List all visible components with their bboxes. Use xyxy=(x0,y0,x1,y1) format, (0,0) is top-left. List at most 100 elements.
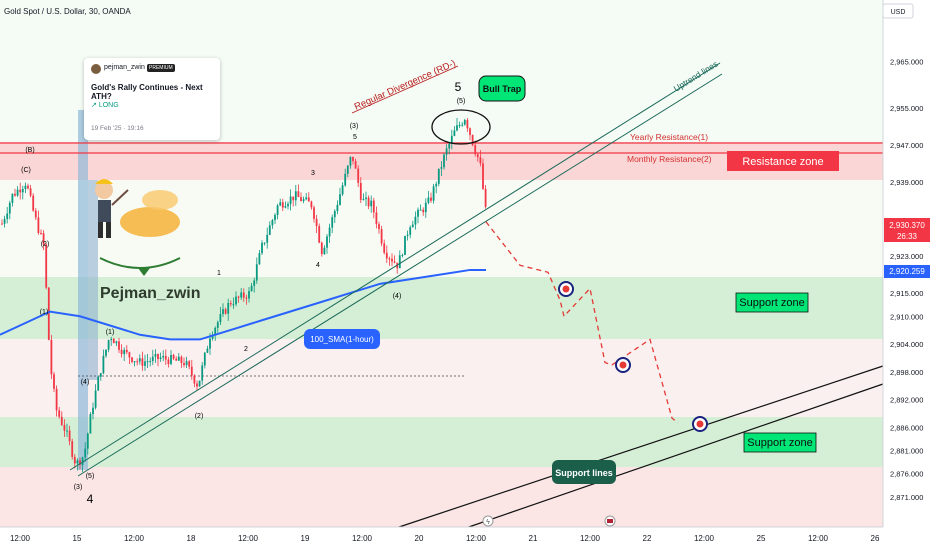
x-tick-label: 12:00 xyxy=(694,534,715,543)
y-tick-label: 2,955.000 xyxy=(890,104,923,113)
trend-lines xyxy=(69,62,884,531)
wave-label: 5 xyxy=(455,80,462,94)
y-tick-label: 2,923.000 xyxy=(890,252,923,261)
x-tick-label: 19 xyxy=(301,534,310,543)
uptrend-line-1 xyxy=(69,62,721,471)
candle-body xyxy=(240,292,243,298)
candle-body xyxy=(281,202,284,208)
y-tick-label: 2,892.000 xyxy=(890,396,923,405)
candle-body xyxy=(479,157,482,164)
candle-body xyxy=(97,376,100,391)
candle-body xyxy=(131,357,133,362)
candle-body xyxy=(190,366,193,376)
idea-author: pejman_zwin xyxy=(104,64,145,71)
y-tick-label: 2,886.000 xyxy=(890,423,923,432)
candle-body xyxy=(47,287,50,340)
avatar xyxy=(91,64,101,74)
candle-body xyxy=(440,167,443,169)
wave-label: 2 xyxy=(244,346,248,353)
candle-body xyxy=(476,154,479,158)
divergence-line xyxy=(351,65,459,114)
candle-body xyxy=(362,199,365,201)
x-tick-label: 12:00 xyxy=(808,534,829,543)
candle-body xyxy=(401,254,404,256)
candle-body xyxy=(79,460,81,465)
candle-body xyxy=(206,348,209,353)
candle-body xyxy=(151,356,154,362)
candle-body xyxy=(380,229,383,244)
wave-label: (5) xyxy=(457,98,466,105)
candle-body xyxy=(414,216,417,225)
candle-body xyxy=(263,242,266,244)
price-axis[interactable]: 2,965.000 2,955.000 2,947.000 2,939.000 2,92… xyxy=(882,0,932,550)
candle-body xyxy=(406,234,409,236)
x-tick-label: 18 xyxy=(187,534,196,543)
candle-body xyxy=(456,125,458,131)
time-axis[interactable]: 12:00 15 12:00 18 12:00 19 12:00 20 12:00 21 12:00… xyxy=(0,515,932,550)
candle-body xyxy=(448,143,451,149)
candle-body xyxy=(222,309,224,314)
candle-body xyxy=(310,201,313,208)
candle-body xyxy=(336,204,339,212)
candle-body xyxy=(378,224,380,230)
candle-body xyxy=(42,233,45,245)
wave-label: (1) xyxy=(40,309,49,316)
candle-body xyxy=(339,194,341,205)
wave-label: (1) xyxy=(106,329,115,336)
x-tick-label: 25 xyxy=(757,534,766,543)
candle-body xyxy=(60,416,63,425)
candle-body xyxy=(346,165,349,174)
candle-body xyxy=(193,375,196,384)
candle-body xyxy=(58,410,61,417)
candle-body xyxy=(404,235,406,255)
candle-body xyxy=(27,185,29,189)
candle-body xyxy=(128,352,131,358)
candle-body xyxy=(53,374,55,389)
candle-body xyxy=(209,338,211,349)
candle-body xyxy=(359,182,362,200)
sma-price-tag: 2,920.259 xyxy=(889,267,925,276)
candle-body xyxy=(409,227,412,235)
candle-body xyxy=(92,407,94,415)
candle-body xyxy=(458,124,461,126)
flag-icon xyxy=(604,515,616,527)
candle-body xyxy=(315,218,318,227)
y-tick-label: 2,965.000 xyxy=(890,58,923,67)
y-tick-label: 2,910.000 xyxy=(890,312,923,321)
candle-body xyxy=(357,168,360,183)
candle-body xyxy=(365,197,367,200)
bull-trap-circle xyxy=(431,109,491,145)
candle-body xyxy=(430,197,432,201)
candle-body xyxy=(411,224,414,228)
wave-label: 3 xyxy=(311,170,315,177)
wave-label: (2) xyxy=(41,241,50,248)
wave-label: (4) xyxy=(393,293,402,300)
candle-body xyxy=(6,213,9,220)
wave-label: (3) xyxy=(350,123,359,130)
support-zone-label-2: Support zone xyxy=(747,437,812,449)
candle-body xyxy=(313,207,315,219)
wave-label: (5) xyxy=(86,473,95,480)
idea-card[interactable]: pejman_zwin PREMIUM Gold's Rally Continu… xyxy=(84,58,220,140)
candle-body xyxy=(118,341,120,350)
idea-date: 19 Feb '25 · 19:16 xyxy=(91,125,144,132)
idea-title: Gold's Rally Continues - Next ATH? xyxy=(91,83,203,101)
candle-body xyxy=(219,313,222,323)
candle-layer xyxy=(1,117,487,473)
candle-body xyxy=(443,154,445,168)
candle-body xyxy=(294,191,297,201)
candle-body xyxy=(99,373,102,377)
zone-layer xyxy=(0,0,883,527)
candle-body xyxy=(94,390,97,408)
candle-body xyxy=(302,199,305,202)
candle-body xyxy=(177,356,180,361)
candle-body xyxy=(393,261,396,263)
candle-body xyxy=(123,349,126,355)
x-tick-label: 21 xyxy=(529,534,538,543)
y-tick-label: 2,939.000 xyxy=(890,178,923,187)
candle-body xyxy=(50,339,53,375)
x-tick-label: 12:00 xyxy=(10,534,31,543)
y-tick-label: 2,876.000 xyxy=(890,470,923,479)
candle-body xyxy=(167,359,170,365)
